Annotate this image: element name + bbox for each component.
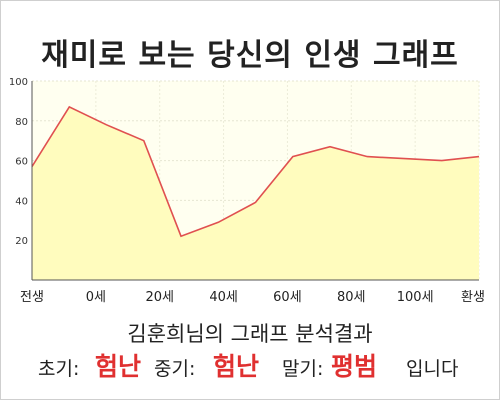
y-tick-label: 20 <box>15 236 28 247</box>
early-label: 초기: <box>38 358 80 380</box>
y-tick-label: 100 <box>9 77 28 88</box>
x-tick-label: 100세 <box>397 290 434 305</box>
middle-label: 중기: <box>154 358 196 380</box>
late-value: 평범 <box>331 352 378 381</box>
series-line <box>31 105 480 238</box>
x-tick-label: 20세 <box>145 290 174 305</box>
result-ending: 입니다 <box>406 358 459 380</box>
x-tick-label: 환생 <box>461 290 485 305</box>
early-value: 험난 <box>95 352 142 381</box>
x-tick-label: 0세 <box>86 290 106 305</box>
series-area <box>32 106 479 281</box>
middle-value: 험난 <box>213 352 260 381</box>
y-tick-label: 60 <box>15 157 28 168</box>
late-label: 말기: <box>282 358 324 380</box>
x-tick-label: 전생 <box>20 290 44 305</box>
x-tick-label: 80세 <box>337 290 366 305</box>
y-ticks: 20 40 60 80 100 <box>9 77 28 247</box>
y-tick-label: 80 <box>15 117 28 128</box>
x-tick-label: 60세 <box>273 290 302 305</box>
analysis-subtitle: 김훈희님의 그래프 분석결과 <box>127 322 373 346</box>
x-tick-label: 40세 <box>209 290 238 305</box>
chart-title: 재미로 보는 당신의 인생 그래프 <box>41 38 459 73</box>
x-ticks: 전생 0세 20세 40세 60세 80세 100세 환생 <box>20 290 485 305</box>
analysis-result: 초기: 험난 중기: 험난 말기: 평범 입니다 <box>0 346 500 382</box>
y-tick-label: 40 <box>15 196 28 207</box>
